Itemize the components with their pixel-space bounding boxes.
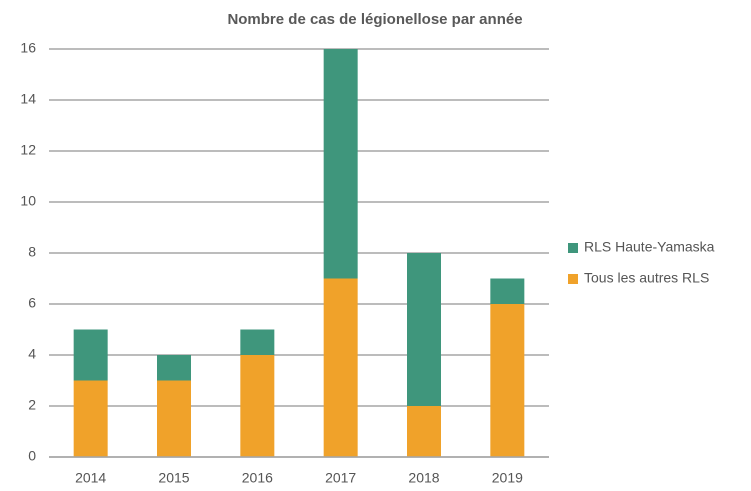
chart-title: Nombre de cas de légionellose par année <box>227 11 522 28</box>
bar-segment <box>240 329 275 355</box>
bar-segment <box>157 355 191 381</box>
x-tick-label: 2019 <box>492 470 523 486</box>
legend-label: RLS Haute-Yamaska <box>584 239 715 255</box>
y-tick-label: 16 <box>20 40 36 56</box>
bar-segment <box>240 355 275 457</box>
bar-segment <box>490 278 525 304</box>
bar-segment <box>73 329 108 381</box>
bar-segment <box>407 406 441 457</box>
bar-segment <box>157 380 191 457</box>
bar-segment <box>73 380 108 457</box>
x-tick-label: 2014 <box>75 470 106 486</box>
y-tick-label: 12 <box>20 142 36 158</box>
x-tick-label: 2015 <box>158 470 189 486</box>
y-tick-label: 6 <box>28 295 36 311</box>
bar-segment <box>323 49 358 279</box>
legend-swatch <box>568 243 578 253</box>
y-tick-label: 0 <box>28 448 36 464</box>
bar-segment <box>323 278 358 457</box>
y-tick-label: 8 <box>28 244 36 260</box>
bar-segment <box>407 253 441 406</box>
legend-swatch <box>568 274 578 284</box>
x-tick-label: 2017 <box>325 470 356 486</box>
bar-segment <box>490 304 525 457</box>
y-tick-label: 2 <box>28 397 36 413</box>
y-tick-label: 4 <box>28 346 36 362</box>
y-tick-label: 10 <box>20 193 36 209</box>
y-tick-label: 14 <box>20 91 36 107</box>
legend-label: Tous les autres RLS <box>584 270 709 286</box>
x-tick-label: 2016 <box>242 470 273 486</box>
x-tick-label: 2018 <box>408 470 439 486</box>
